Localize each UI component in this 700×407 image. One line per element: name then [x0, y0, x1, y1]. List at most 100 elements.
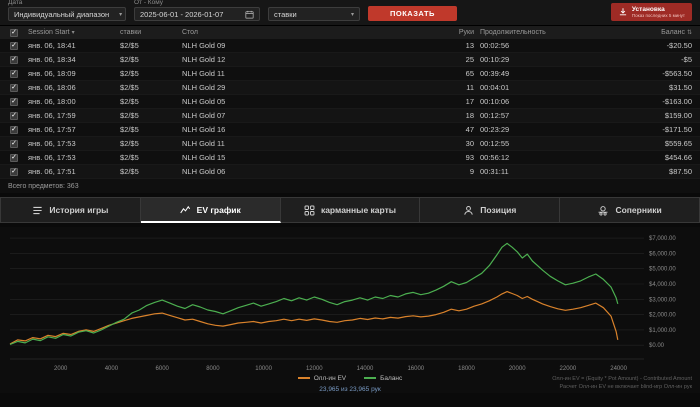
table-row[interactable]: янв. 06, 17:53 $2/$5 NLH Gold 11 30 00:1…: [0, 137, 700, 151]
table-name-cell: NLH Gold 29: [182, 83, 226, 92]
tab-position[interactable]: Позиция: [420, 197, 561, 223]
session-start-cell: янв. 06, 18:00: [28, 97, 76, 106]
header-stakes[interactable]: ставки: [120, 29, 142, 36]
table-name-cell: NLH Gold 12: [182, 55, 226, 64]
tab-label: Соперники: [615, 205, 662, 215]
header-session-start[interactable]: Session Start ▾: [28, 29, 75, 36]
table-row[interactable]: янв. 06, 17:59 $2/$5 NLH Gold 07 18 00:1…: [0, 109, 700, 123]
legend-swatch: [364, 377, 377, 379]
filter-toolbar: Дата Индивидуальный диапазон ▾ От - Кому…: [0, 0, 700, 26]
table-row[interactable]: янв. 06, 18:00 $2/$5 NLH Gold 05 17 00:1…: [0, 95, 700, 109]
stakes-filter-group: ставки ▾: [268, 0, 360, 21]
table-name-cell: NLH Gold 16: [182, 125, 226, 134]
svg-text:$1,000.00: $1,000.00: [649, 328, 676, 334]
row-checkbox[interactable]: [10, 111, 18, 120]
date-range-select-value: Индивидуальный диапазон: [14, 9, 110, 19]
fromto-filter-group: От - Кому 2025-06-01 - 2026-01-07: [134, 0, 260, 21]
svg-text:$7,000.00: $7,000.00: [649, 236, 676, 242]
stakes-cell: $2/$5: [120, 167, 139, 176]
tab-history[interactable]: История игры: [0, 197, 141, 223]
tab-rivals[interactable]: Соперники: [560, 197, 700, 223]
hands-cell: 30: [465, 139, 474, 148]
svg-text:$3,000.00: $3,000.00: [649, 297, 676, 303]
svg-text:14000: 14000: [357, 366, 374, 372]
date-range-input[interactable]: 2025-06-01 - 2026-01-07: [134, 7, 260, 21]
download-icon: [618, 7, 628, 17]
duration-cell: 00:39:49: [480, 69, 510, 78]
tab-label: Позиция: [480, 205, 517, 215]
stakes-cell: $2/$5: [120, 83, 139, 92]
balance-cell: $559.65: [664, 139, 692, 148]
row-checkbox[interactable]: [10, 167, 18, 176]
row-checkbox[interactable]: [10, 69, 18, 78]
balance-cell: -$171.50: [662, 125, 692, 134]
row-checkbox[interactable]: [10, 83, 18, 92]
table-row[interactable]: янв. 06, 18:41 $2/$5 NLH Gold 09 13 00:0…: [0, 39, 700, 53]
ev-disclaimer-line2: Расчет Олл-ин EV не включает blind-игр О…: [559, 383, 692, 390]
row-checkbox[interactable]: [10, 139, 18, 148]
svg-text:8000: 8000: [206, 366, 220, 372]
session-start-cell: янв. 06, 18:34: [28, 55, 76, 64]
row-checkbox[interactable]: [10, 153, 18, 162]
sessions-table-body: янв. 06, 18:41 $2/$5 NLH Gold 09 13 00:0…: [0, 39, 700, 179]
stakes-cell: $2/$5: [120, 69, 139, 78]
duration-cell: 00:12:55: [480, 139, 510, 148]
tab-ev-graph[interactable]: EV график: [140, 197, 281, 223]
balance-cell: -$5: [681, 55, 692, 64]
table-row[interactable]: янв. 06, 18:34 $2/$5 NLH Gold 12 25 00:1…: [0, 53, 700, 67]
ev-graph-panel: $0.00 $1,000.00 $2,000.00 $3,000.00 $4,000.0…: [0, 227, 700, 393]
svg-text:20000: 20000: [509, 366, 526, 372]
install-button-title: Установка: [631, 5, 665, 13]
row-checkbox[interactable]: [10, 97, 18, 106]
date-range-select[interactable]: Индивидуальный диапазон ▾: [8, 7, 126, 21]
row-checkbox[interactable]: [10, 55, 18, 64]
table-name-cell: NLH Gold 15: [182, 153, 226, 162]
svg-text:16000: 16000: [407, 366, 424, 372]
table-row[interactable]: янв. 06, 17:51 $2/$5 NLH Gold 06 9 00:31…: [0, 165, 700, 179]
tab-holecards[interactable]: карманные карты: [280, 197, 421, 223]
install-button[interactable]: Установка Показ последних 5 минут: [610, 3, 692, 21]
balance-cell: $87.50: [669, 167, 692, 176]
report-tabs: История игры EV график карманные карты Пози…: [0, 197, 700, 223]
duration-cell: 00:04:01: [480, 83, 510, 92]
hands-cell: 47: [465, 125, 474, 134]
header-duration[interactable]: Продолжительность: [480, 29, 546, 36]
stakes-select[interactable]: ставки ▾: [268, 7, 360, 21]
header-table[interactable]: Стол: [182, 29, 199, 36]
legend-swatch: [297, 377, 310, 379]
table-row[interactable]: янв. 06, 17:53 $2/$5 NLH Gold 15 93 00:5…: [0, 151, 700, 165]
svg-text:10000: 10000: [255, 366, 272, 372]
calendar-icon: [245, 10, 254, 19]
ev-line-chart[interactable]: $0.00 $1,000.00 $2,000.00 $3,000.00 $4,000.0…: [0, 227, 700, 373]
sort-desc-icon: ▾: [71, 30, 75, 36]
stakes-cell: $2/$5: [120, 139, 139, 148]
position-icon: [463, 205, 474, 216]
svg-text:$0.00: $0.00: [649, 343, 665, 349]
header-balance[interactable]: Баланс ⇅: [661, 29, 692, 36]
row-checkbox[interactable]: [10, 41, 18, 50]
table-row[interactable]: янв. 06, 18:06 $2/$5 NLH Gold 29 11 00:0…: [0, 81, 700, 95]
date-range-value: 2025-06-01 - 2026-01-07: [140, 9, 224, 19]
hands-cell: 17: [465, 97, 474, 106]
table-row[interactable]: янв. 06, 18:09 $2/$5 NLH Gold 11 65 00:3…: [0, 67, 700, 81]
header-hands[interactable]: Руки: [458, 29, 474, 36]
table-name-cell: NLH Gold 05: [182, 97, 226, 106]
balance-cell: $159.00: [664, 111, 692, 120]
balance-cell: -$563.50: [662, 69, 692, 78]
svg-text:24000: 24000: [610, 366, 627, 372]
hands-cell: 9: [469, 167, 474, 176]
svg-text:$4,000.00: $4,000.00: [649, 282, 676, 288]
stakes-cell: $2/$5: [120, 55, 139, 64]
legend-item: Баланс: [364, 375, 402, 382]
ev-disclaimer: Олл-ин EV = (Equity * Pot Amount) - Cont…: [552, 375, 692, 392]
table-name-cell: NLH Gold 11: [182, 139, 225, 148]
row-checkbox[interactable]: [10, 125, 18, 134]
session-start-cell: янв. 06, 17:59: [28, 111, 76, 120]
tab-label: карманные карты: [320, 205, 397, 215]
show-button[interactable]: ПОКАЗАТЬ: [368, 6, 457, 21]
table-name-cell: NLH Gold 06: [182, 167, 226, 176]
cards-icon: [304, 205, 315, 216]
table-row[interactable]: янв. 06, 17:57 $2/$5 NLH Gold 16 47 00:2…: [0, 123, 700, 137]
select-all-checkbox[interactable]: [10, 28, 18, 37]
total-items: Всего предметов: 363: [0, 179, 700, 193]
